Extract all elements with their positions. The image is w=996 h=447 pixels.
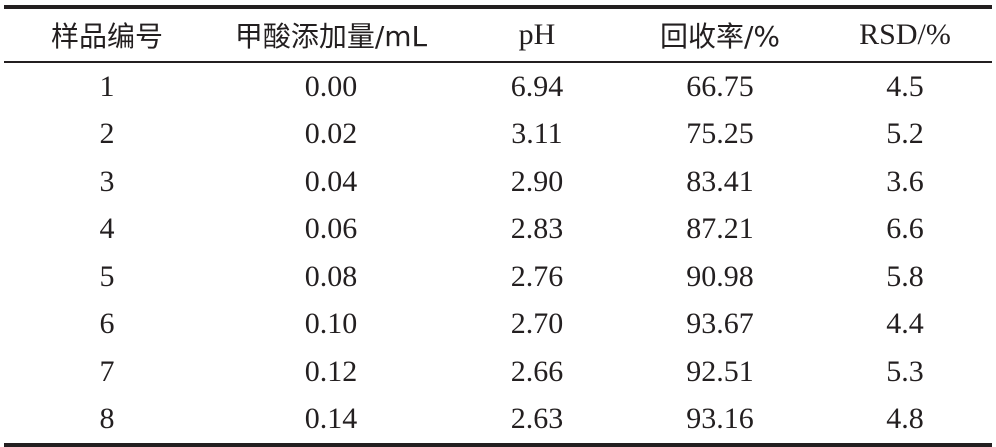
cell-rsd: 6.6 [886,212,924,246]
cell-rsd: 5.3 [886,354,924,388]
data-table: 样品编号 甲酸添加量/mL pH 回收率/% RSD/% 1 0.00 6.94… [4,5,992,447]
cell-recovery-rate: 93.16 [622,395,818,447]
cell-sample-number: 4 [99,212,115,246]
cell-recovery-rate: 90.98 [686,259,754,293]
cell-sample-number: 5 [99,259,115,293]
cell-sample-number: 8 [4,395,210,447]
cell-formic-acid-amount: 0.14 [210,395,452,447]
header-recovery-rate: 回收率/% [622,5,818,63]
cell-recovery-rate: 83.41 [686,164,754,198]
cell-rsd: 3.6 [886,164,924,198]
cell-formic-acid-amount: 0.00 [304,69,358,103]
cell-ph: 3.11 [511,117,563,151]
cell-ph: 2.83 [510,212,564,246]
table-row: 3 0.04 2.90 83.41 3.6 [4,158,992,206]
cell-recovery-rate: 75.25 [686,117,754,151]
table-row: 8 0.14 2.63 93.16 4.8 [4,395,992,447]
cell-rsd: 4.8 [818,395,992,447]
table-body: 1 0.00 6.94 66.75 4.5 2 0.02 3.11 75.25 … [4,62,992,447]
table-header: 样品编号 甲酸添加量/mL pH 回收率/% RSD/% [4,5,992,63]
cell-ph: 6.94 [510,69,564,103]
cell-rsd: 5.2 [886,117,924,151]
cell-formic-acid-amount: 0.08 [304,259,358,293]
table-row: 4 0.06 2.83 87.21 6.6 [4,206,992,254]
cell-ph: 2.63 [452,395,622,447]
cell-recovery-rate: 66.75 [686,69,754,103]
data-table-container: 样品编号 甲酸添加量/mL pH 回收率/% RSD/% 1 0.00 6.94… [4,5,992,447]
cell-sample-number: 1 [99,69,115,103]
table-row: 2 0.02 3.11 75.25 5.2 [4,111,992,159]
cell-sample-number: 6 [99,307,115,341]
header-sample-number: 样品编号 [4,5,210,63]
cell-recovery-rate: 87.21 [686,212,754,246]
cell-sample-number: 3 [99,164,115,198]
cell-ph: 2.90 [510,164,564,198]
table-row: 7 0.12 2.66 92.51 5.3 [4,348,992,396]
cell-ph: 2.76 [510,259,564,293]
cell-rsd: 5.8 [886,259,924,293]
cell-rsd: 4.5 [886,69,924,103]
header-formic-acid-amount: 甲酸添加量/mL [210,5,452,63]
header-ph: pH [452,5,622,63]
table-row: 1 0.00 6.94 66.75 4.5 [4,62,992,111]
cell-sample-number: 2 [99,117,115,151]
cell-formic-acid-amount: 0.02 [304,117,358,151]
cell-recovery-rate: 93.67 [686,307,754,341]
cell-formic-acid-amount: 0.04 [304,164,358,198]
cell-ph: 2.70 [510,307,564,341]
cell-formic-acid-amount: 0.10 [304,307,358,341]
table-row: 6 0.10 2.70 93.67 4.4 [4,301,992,349]
header-row: 样品编号 甲酸添加量/mL pH 回收率/% RSD/% [4,5,992,63]
cell-ph: 2.66 [510,354,564,388]
cell-formic-acid-amount: 0.06 [304,212,358,246]
table-row: 5 0.08 2.76 90.98 5.8 [4,253,992,301]
cell-recovery-rate: 92.51 [686,354,754,388]
cell-formic-acid-amount: 0.12 [304,354,358,388]
header-rsd: RSD/% [818,5,992,63]
cell-rsd: 4.4 [886,307,924,341]
cell-sample-number: 7 [99,354,115,388]
